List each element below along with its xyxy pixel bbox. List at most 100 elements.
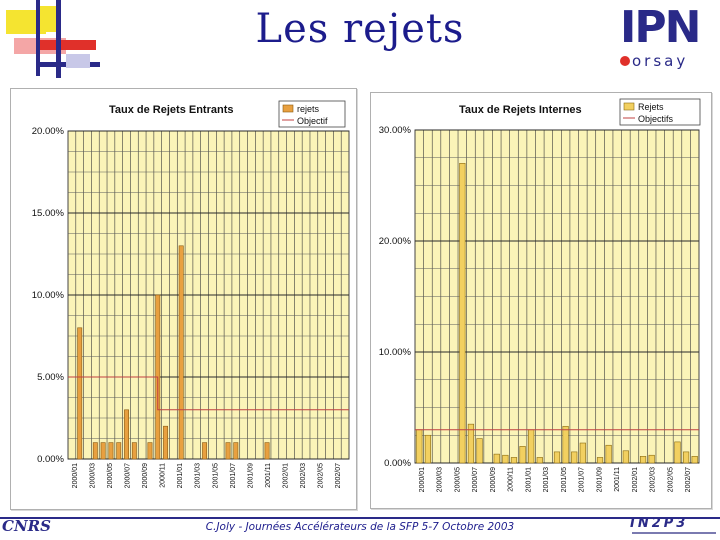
corner-decoration [6,0,100,78]
x-tick-label: 2001/11 [265,463,272,488]
x-tick-label: 2000/11 [160,463,167,488]
x-tick-label: 2000/09 [490,467,497,492]
x-tick-label: 2000/07 [124,463,131,488]
x-tick-label: 2000/05 [454,467,461,492]
y-tick-label: 10.00% [379,347,412,358]
bar [92,442,98,460]
bar [536,457,543,464]
footer-divider [0,517,720,519]
x-tick-label: 2001/07 [230,463,237,488]
objective-line [68,376,349,411]
bar [605,444,612,464]
x-tick-label: 2002/07 [335,463,342,488]
bar [519,446,526,464]
bar [553,451,561,464]
x-tick-label: 2001/07 [579,467,586,492]
x-tick-label: 2002/01 [632,467,639,492]
bar [510,457,518,464]
in2p3-logo: IN2P3 [630,516,720,540]
bar [476,438,483,464]
chart-title: Taux de Rejets Internes [459,104,582,116]
bar [202,442,208,460]
bar [562,426,569,464]
bar [225,442,231,460]
y-tick-label: 15.00% [32,208,65,219]
x-tick-label: 2000/03 [437,467,444,492]
legend-entry-objective: Objectif [297,116,328,126]
y-tick-label: 10.00% [32,290,65,301]
x-tick-label: 2001/05 [212,463,219,488]
bar [163,425,169,460]
x-tick-label: 2001/11 [614,467,621,492]
x-tick-label: 2001/05 [561,467,568,492]
bar [178,245,184,460]
chart-rejets-internes: Taux de Rejets Internes 30.00% 20.00% 10.00… [370,92,712,509]
bar [147,442,153,460]
x-tick-label: 2000/01 [72,463,79,488]
bar [424,434,432,464]
y-tick-label: 5.00% [37,372,64,383]
bar [691,456,698,464]
bar [493,453,500,464]
deco-yellow-block-2 [38,6,60,32]
bar [579,442,586,464]
slide-title: Les rejets [255,6,465,52]
deco-lilac-block [66,54,90,68]
x-tick-label: 2002/03 [300,463,307,488]
y-tick-label: 30.00% [379,125,412,136]
legend-swatch-bar [623,102,635,111]
x-tick-label: 2001/01 [177,463,184,488]
x-tick-label: 2000/09 [142,463,149,488]
x-tick-label: 2001/09 [247,463,254,488]
bar [528,429,535,464]
y-tick-label: 20.00% [379,236,412,247]
chart-rejets-internes-svg: Taux de Rejets Internes 30.00% 20.00% 10.00… [379,98,701,492]
footer-text: C.Joly - Journées Accélérateurs de la SF… [205,521,515,533]
x-tick-label: 2001/03 [543,467,550,492]
bar [124,409,129,460]
bar [131,442,137,460]
x-tick-label: 2000/03 [89,463,96,488]
y-tick-label: 20.00% [32,126,65,137]
y-tick-label: 0.00% [384,458,411,469]
x-tick-label: 2000/11 [508,467,515,492]
bar [116,442,122,460]
bar [571,451,578,464]
bar [459,163,466,464]
y-tick-label: 0.00% [37,454,64,465]
cnrs-logo: CNRS [2,516,62,540]
legend-entry-bars: rejets [297,104,320,114]
x-tick-label: 2000/07 [472,467,479,492]
bar [648,454,655,464]
x-tick-label: 2001/09 [596,467,603,492]
bar [264,442,270,460]
legend-entry-objective: Objectifs [638,114,674,124]
ipn-orsay-logo: IPN orsay [620,2,716,72]
legend-entry-bars: Rejets [638,102,664,112]
cnrs-logo-text: CNRS [2,517,51,535]
chart-rejets-entrants-svg: Taux de Rejets Entrants 20.00% 15.00% 10.00… [32,100,350,488]
x-tick-label: 2002/05 [318,463,325,488]
bar [596,457,604,464]
bar [77,327,83,460]
ipn-logo-text: IPN [620,2,701,53]
x-tick-label: 2002/03 [650,467,657,492]
x-tick-label: 2001/01 [525,467,532,492]
x-tick-label: 2002/07 [685,467,692,492]
bar [682,451,690,464]
chart-title: Taux de Rejets Entrants [109,104,234,116]
x-tick-label: 2002/01 [283,463,290,488]
legend-swatch-bar [282,104,294,113]
deco-blue-vertical-2 [56,0,61,78]
in2p3-logo-text: IN2P3 [630,516,689,531]
bar [100,442,106,460]
bar [108,442,114,460]
deco-red-bar [40,40,96,50]
orsay-dot-icon [620,56,630,66]
orsay-logo-text: orsay [632,52,689,70]
deco-blue-vertical [36,0,40,76]
x-tick-label: 2000/01 [419,467,426,492]
bar [639,456,647,464]
bar [622,450,629,464]
bar [674,441,681,464]
